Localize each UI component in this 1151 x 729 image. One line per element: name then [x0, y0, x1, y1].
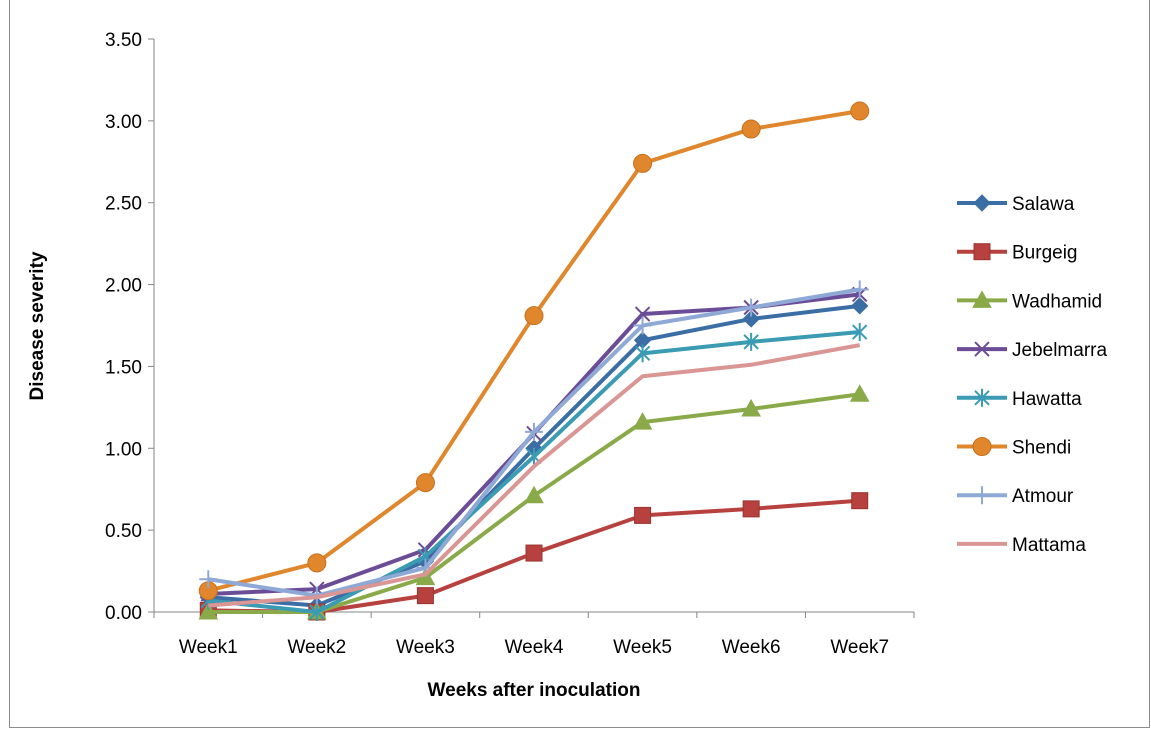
series-line-hawatta [208, 330, 860, 614]
legend-label-burgeig: Burgeig [1012, 243, 1078, 264]
legend-label-jebelmarra: Jebelmarra [1012, 340, 1107, 361]
data-point-salawa [851, 297, 869, 315]
y-tick-label: 3.00 [105, 112, 142, 133]
series-wadhamid [198, 384, 870, 620]
y-tick-label: 1.50 [105, 357, 142, 378]
legend-label-shendi: Shendi [1012, 438, 1071, 459]
legend-label-hawatta: Hawatta [1012, 389, 1082, 410]
legend-marker-shendi [972, 437, 992, 456]
data-point-shendi [741, 119, 761, 139]
data-point-salawa [742, 310, 760, 328]
legend-marker-hawatta [974, 388, 990, 407]
y-tick-label: 2.50 [105, 194, 142, 215]
legend-item-hawatta: Hawatta [957, 388, 1082, 410]
series-lines [198, 101, 870, 621]
x-tick-label: Week1 [179, 637, 238, 658]
legend-item-atmour: Atmour [957, 486, 1074, 507]
x-tick-label: Week7 [830, 637, 889, 658]
series-line-shendi [207, 109, 861, 593]
data-point-hawatta [852, 323, 868, 342]
data-point-wadhamid [524, 485, 544, 504]
x-axis-title: Weeks after inoculation [428, 680, 641, 701]
y-tick-label: 2.00 [105, 276, 142, 297]
legend-item-wadhamid: Wadhamid [957, 290, 1102, 312]
legend-marker-jebelmarra [974, 341, 990, 357]
data-point-hawatta [309, 603, 325, 621]
data-point-wadhamid [741, 398, 761, 417]
legend-marker-salawa [973, 194, 991, 212]
data-point-atmour [742, 298, 761, 317]
series-line-mattama [208, 343, 861, 608]
legend-marker-wadhamid [972, 290, 992, 308]
y-axis-title: Disease severity [27, 251, 48, 400]
chart-frame [9, 0, 1150, 728]
data-point-hawatta [743, 332, 759, 351]
data-point-burgeig [851, 492, 869, 510]
x-tick-label: Week2 [287, 637, 346, 658]
legend-item-salawa: Salawa [957, 194, 1075, 215]
x-tick-label: Week4 [505, 637, 564, 658]
data-point-burgeig [742, 500, 760, 518]
legend-item-burgeig: Burgeig [957, 243, 1078, 264]
legend-marker-burgeig [973, 243, 991, 261]
data-point-wadhamid [849, 384, 870, 402]
data-point-hawatta [634, 344, 651, 363]
data-point-burgeig [416, 587, 434, 605]
legend-item-jebelmarra: Jebelmarra [957, 340, 1107, 361]
series-hawatta [200, 323, 868, 621]
legend-marker-atmour [973, 486, 991, 505]
data-point-atmour [525, 422, 543, 441]
data-point-atmour [199, 570, 218, 589]
series-mattama [208, 343, 861, 608]
data-point-shendi [633, 153, 653, 173]
data-point-jebelmarra [634, 306, 651, 322]
legend: Salawa Burgeig Wadhamid Jebelmarra Hawatta Sh… [957, 194, 1107, 556]
data-point-shendi [415, 473, 435, 493]
series-shendi [198, 101, 870, 601]
data-point-wadhamid [632, 412, 653, 430]
x-tick-label: Week3 [396, 637, 455, 658]
legend-label-mattama: Mattama [1012, 535, 1086, 556]
data-point-shendi [307, 553, 327, 573]
legend-label-wadhamid: Wadhamid [1012, 291, 1102, 312]
x-tick-label: Week6 [722, 637, 781, 658]
legend-label-atmour: Atmour [1012, 486, 1074, 507]
x-tick-label: Week5 [613, 637, 672, 658]
data-point-atmour [850, 280, 869, 299]
marker-stroke [974, 341, 990, 357]
marker-stroke [634, 306, 651, 322]
data-point-atmour [633, 316, 652, 335]
data-point-burgeig [525, 544, 543, 562]
data-point-wadhamid [198, 601, 219, 620]
legend-item-mattama: Mattama [957, 535, 1086, 556]
y-tick-label: 1.00 [105, 439, 142, 460]
data-point-shendi [524, 306, 544, 326]
series-burgeig [199, 492, 869, 621]
y-tick-label: 0.00 [105, 603, 142, 624]
y-tick-label: 3.50 [105, 30, 142, 51]
y-tick-label: 0.50 [105, 521, 142, 542]
data-point-burgeig [634, 506, 652, 524]
data-point-shendi [850, 101, 870, 121]
legend-item-shendi: Shendi [957, 437, 1071, 459]
legend-label-salawa: Salawa [1012, 194, 1075, 215]
